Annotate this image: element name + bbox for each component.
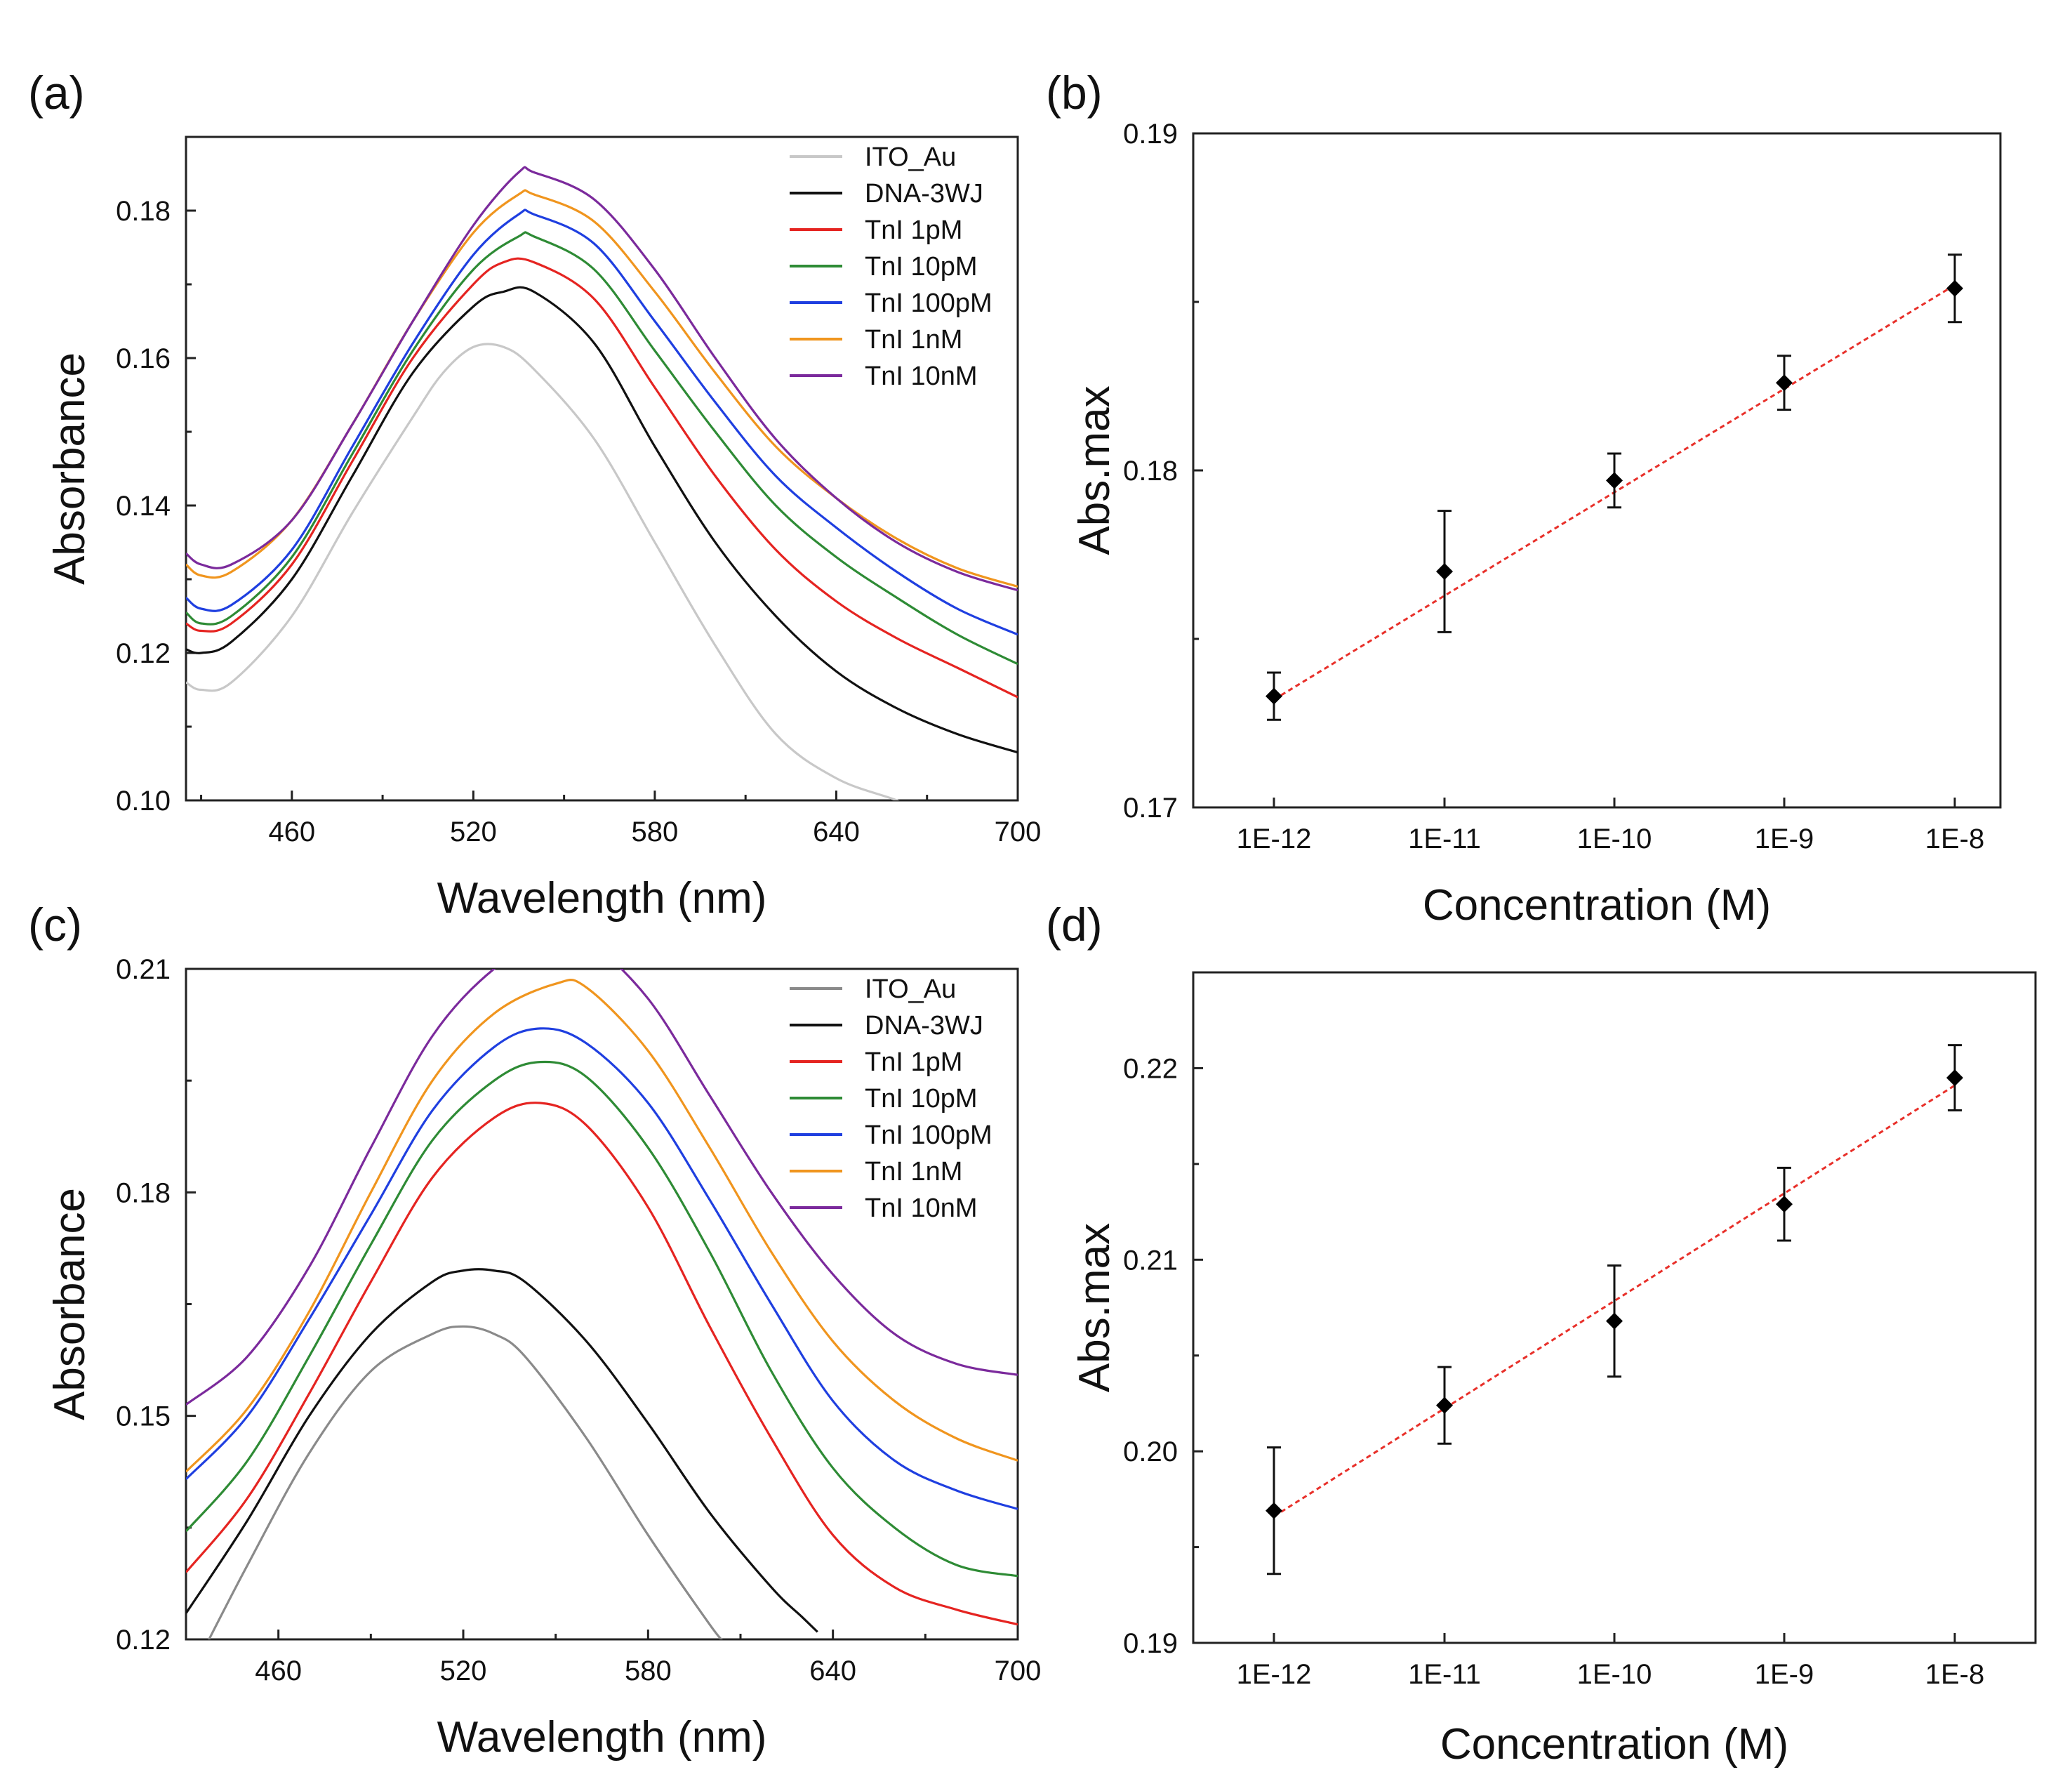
legend: ITO_Au DNA-3WJ TnI 1pM TnI 10pM TnI 100pM TnI… <box>790 143 992 391</box>
legend-label: ITO_Au <box>865 974 956 1004</box>
x-tick-label: 1E-11 <box>1408 1659 1481 1690</box>
legend-label: TnI 10nM <box>865 362 978 391</box>
y-axis-title: Abs.max <box>1070 1223 1119 1392</box>
y-axis-title: Abs.max <box>1070 385 1119 555</box>
y-tick-label: 0.19 <box>1123 1628 1178 1659</box>
y-tick-label: 0.18 <box>116 196 171 227</box>
x-tick-label: 1E-10 <box>1577 824 1652 854</box>
panel-label: (d) <box>1046 899 1103 951</box>
legend-label: DNA-3WJ <box>865 179 983 209</box>
x-tick-label: 1E-8 <box>1925 1659 1985 1690</box>
y-tick-label: 0.15 <box>116 1401 171 1432</box>
series-line-tni-10nm <box>186 166 1018 592</box>
y-tick-label: 0.19 <box>1123 119 1178 150</box>
y-tick-label: 0.12 <box>116 638 171 669</box>
data-point-marker <box>1946 279 1963 297</box>
x-tick-label: 460 <box>255 1656 302 1686</box>
data-point-marker <box>1266 687 1282 705</box>
series-line-tni-100pm <box>186 209 1018 636</box>
plot-area <box>185 136 1019 802</box>
x-tick-label: 1E-12 <box>1237 1659 1312 1690</box>
x-tick-label: 700 <box>995 1656 1042 1686</box>
y-tick-label: 0.16 <box>116 343 171 374</box>
series-line-tni-10pm <box>186 231 1018 666</box>
series-line-tni-1pm <box>186 257 1018 699</box>
legend-label: TnI 100pM <box>865 1121 992 1150</box>
data-point-marker <box>1946 1069 1963 1087</box>
panel-a-absorbance-spectra: 0.10 0.12 0.14 0.16 0.18 (a) Wavelength (nm) Ab… <box>28 67 1041 923</box>
x-tick-label: 640 <box>813 817 860 847</box>
x-tick-label: 1E-8 <box>1925 824 1985 854</box>
y-tick-label: 0.21 <box>1123 1245 1178 1276</box>
x-tick-label: 580 <box>625 1656 672 1686</box>
plot-area <box>1192 132 2002 809</box>
y-axis-title: Absorbance <box>46 352 94 585</box>
data-point-marker <box>1776 374 1793 392</box>
legend: ITO_Au DNA-3WJ TnI 1pM TnI 10pM TnI 100pM TnI… <box>790 974 992 1223</box>
data-point-marker <box>1436 563 1453 580</box>
legend-label: TnI 10pM <box>865 252 978 282</box>
x-tick-label: 700 <box>995 817 1042 847</box>
legend-label: TnI 10nM <box>865 1194 978 1223</box>
series-line-dna-3wj <box>186 1268 818 1633</box>
data-point-marker <box>1606 472 1623 489</box>
legend-label: TnI 1pM <box>865 216 962 245</box>
x-tick-label: 1E-9 <box>1755 824 1814 854</box>
series-line-tni-10nm <box>186 969 1018 1406</box>
x-axis-title: Concentration (M) <box>1440 1720 1788 1769</box>
x-tick-label: 520 <box>440 1656 487 1686</box>
legend-label: ITO_Au <box>865 143 956 172</box>
y-tick-label: 0.21 <box>116 954 171 985</box>
series-line-tni-1nm <box>186 978 1018 1473</box>
legend-label: TnI 100pM <box>865 289 992 318</box>
panel-c-absorbance-spectra: 0.12 0.15 0.18 0.21 (c) Wavelength (nm) Absorb… <box>28 899 1041 1762</box>
series-line-tni-100pm <box>186 1027 1018 1510</box>
legend-label: TnI 1nM <box>865 325 962 355</box>
y-tick-label: 0.18 <box>116 1177 171 1208</box>
panel-label: (c) <box>28 899 82 951</box>
legend-label: TnI 10pM <box>865 1084 978 1114</box>
series-line-ito-au <box>186 343 900 800</box>
x-tick-label: 580 <box>632 817 679 847</box>
y-tick-label: 0.22 <box>1123 1053 1178 1084</box>
x-tick-label: 1E-12 <box>1237 824 1312 854</box>
x-tick-label: 520 <box>450 817 497 847</box>
y-axis-title: Absorbance <box>46 1188 94 1420</box>
legend-label: TnI 1nM <box>865 1157 962 1187</box>
data-point-marker <box>1606 1312 1623 1330</box>
x-tick-label: 1E-10 <box>1577 1659 1652 1690</box>
panel-b-abs-max-vs-concentration: 0.17 0.18 0.19 (b) Concentration (M) Abs.max 1… <box>1046 67 2002 930</box>
series-line-dna-3wj <box>186 286 1018 754</box>
x-axis-title: Wavelength (nm) <box>437 874 767 923</box>
x-tick-label: 460 <box>268 817 315 847</box>
series-line-ito-au <box>207 1325 723 1639</box>
panel-label: (a) <box>28 67 85 119</box>
panel-label: (b) <box>1046 67 1103 119</box>
x-axis-title: Wavelength (nm) <box>437 1713 767 1762</box>
legend-label: DNA-3WJ <box>865 1011 983 1040</box>
panel-d-abs-max-vs-concentration: 0.19 0.20 0.21 0.22 (d) Concentration (M) Abs.… <box>1046 899 2037 1769</box>
y-tick-label: 0.14 <box>116 491 171 522</box>
series-line-tni-1pm <box>186 1102 1018 1626</box>
series-line-tni-10pm <box>186 1060 1018 1578</box>
data-point-marker <box>1436 1396 1453 1414</box>
y-tick-label: 0.12 <box>116 1625 171 1656</box>
x-tick-label: 1E-11 <box>1408 824 1481 854</box>
y-tick-label: 0.20 <box>1123 1436 1178 1467</box>
x-tick-label: 1E-9 <box>1755 1659 1814 1690</box>
x-tick-label: 640 <box>809 1656 856 1686</box>
data-point-marker <box>1266 1502 1282 1519</box>
y-tick-label: 0.17 <box>1123 793 1178 824</box>
y-tick-label: 0.18 <box>1123 456 1178 487</box>
legend-label: TnI 1pM <box>865 1048 962 1077</box>
data-point-marker <box>1776 1196 1793 1213</box>
y-tick-label: 0.10 <box>116 786 171 817</box>
x-axis-title: Concentration (M) <box>1423 881 1771 930</box>
